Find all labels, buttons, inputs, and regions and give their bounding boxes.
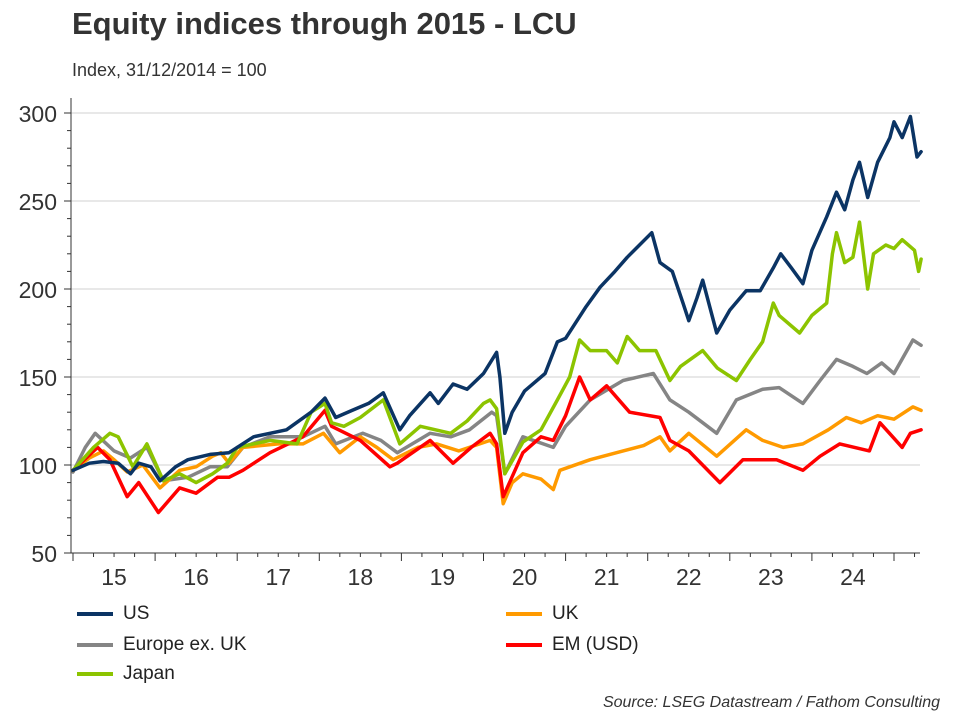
source-note: Source: LSEG Datastream / Fathom Consult…	[602, 694, 940, 711]
y-tick-label: 200	[19, 277, 57, 303]
legend-swatch-europe	[77, 643, 113, 647]
series-lines	[71, 114, 923, 515]
legend-item-us: US	[77, 603, 149, 625]
legend-swatch-us	[77, 612, 113, 616]
legend-item-em: EM (USD)	[506, 634, 639, 656]
chart-subtitle: Index, 31/12/2014 = 100	[72, 60, 267, 80]
x-tick-label: 18	[348, 564, 374, 590]
x-tick-label: 17	[265, 564, 291, 590]
axes: 50 100 150 200 250 300 15 16 17 18 19 20 21 22 23 24	[19, 98, 920, 590]
x-tick-label: 24	[840, 564, 866, 590]
series-line-em-usd	[71, 375, 923, 515]
y-tick-label: 100	[19, 453, 57, 479]
legend-item-europe: Europe ex. UK	[77, 634, 247, 656]
legend-label: US	[123, 603, 150, 624]
gridlines	[71, 112, 920, 466]
legend-swatch-em	[506, 643, 542, 647]
legend-swatch-uk	[506, 612, 542, 616]
y-tick-label: 150	[19, 365, 57, 391]
x-tick-label: 21	[594, 564, 620, 590]
x-tick-label: 19	[430, 564, 456, 590]
y-tick-label: 300	[19, 101, 57, 127]
series-line-us	[71, 114, 923, 483]
y-tick-label: 250	[19, 189, 57, 215]
legend-label: Japan	[123, 663, 175, 684]
series-line-japan	[71, 220, 923, 485]
legend-item-uk: UK	[506, 603, 578, 625]
legend-label: UK	[552, 603, 579, 624]
x-tick-label: 20	[512, 564, 538, 590]
chart-title: Equity indices through 2015 - LCU	[72, 6, 577, 41]
legend-label: Europe ex. UK	[123, 634, 247, 655]
x-tick-label: 16	[183, 564, 209, 590]
x-tick-label: 15	[101, 564, 127, 590]
legend-item-japan: Japan	[77, 663, 175, 685]
legend-label: EM (USD)	[552, 634, 639, 655]
x-tick-label: 22	[676, 564, 702, 590]
y-tick-label: 50	[31, 541, 57, 567]
legend-swatch-japan	[77, 672, 113, 676]
x-tick-label: 23	[758, 564, 784, 590]
